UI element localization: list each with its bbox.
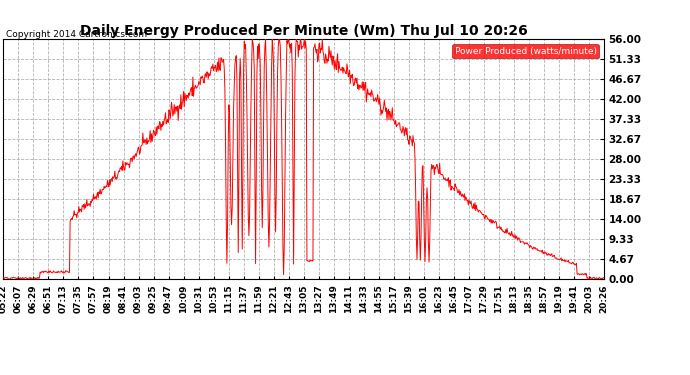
Title: Daily Energy Produced Per Minute (Wm) Thu Jul 10 20:26: Daily Energy Produced Per Minute (Wm) Th… bbox=[80, 24, 527, 38]
Text: Copyright 2014 Cartronics.com: Copyright 2014 Cartronics.com bbox=[6, 30, 147, 39]
Legend: Power Produced (watts/minute): Power Produced (watts/minute) bbox=[452, 44, 599, 58]
